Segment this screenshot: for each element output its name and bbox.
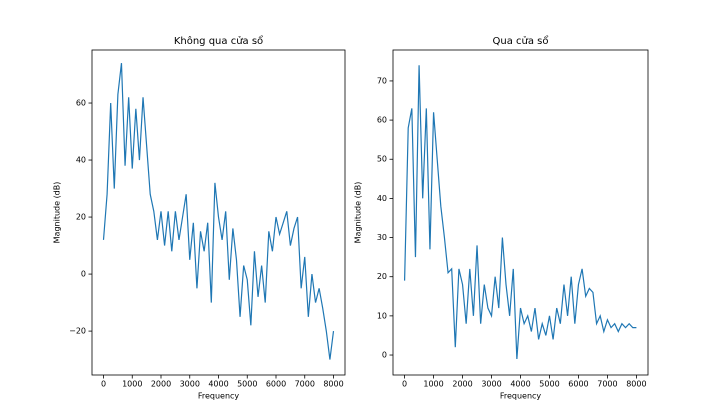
y-tick-label: 20 [76, 213, 86, 222]
y-axis-label: Magnitude (dB) [53, 182, 62, 244]
x-tick-label: 8000 [626, 380, 646, 389]
y-tick-label: 60 [377, 116, 387, 125]
y-tick-label: −20 [69, 327, 86, 336]
x-tick-label: 6000 [266, 380, 286, 389]
x-tick-label: 6000 [568, 380, 588, 389]
x-tick-label: 4000 [510, 380, 530, 389]
y-axis-label: Magnitude (dB) [354, 182, 363, 244]
chart-title: Qua cửa sổ [493, 34, 549, 47]
y-tick-label: 10 [377, 311, 387, 320]
x-tick-label: 2000 [151, 380, 171, 389]
x-tick-label: 4000 [208, 380, 228, 389]
x-tick-label: 8000 [323, 380, 343, 389]
y-tick-label: 70 [377, 76, 387, 85]
y-tick-label: 50 [377, 155, 387, 164]
x-axis-label: Frequency [500, 392, 542, 401]
data-line [403, 65, 637, 359]
y-tick-label: 40 [76, 156, 86, 165]
y-tick-label: 0 [382, 351, 387, 360]
x-tick-label: 0 [101, 380, 106, 389]
chart-title: Không qua cửa sổ [174, 34, 263, 47]
data-line [102, 63, 335, 360]
x-tick-label: 3000 [180, 380, 200, 389]
x-axis-label: Frequency [198, 392, 240, 401]
x-tick-label: 7000 [295, 380, 315, 389]
x-tick-label: 1000 [122, 380, 142, 389]
x-tick-label: 3000 [481, 380, 501, 389]
x-tick-label: 2000 [452, 380, 472, 389]
y-tick-label: 30 [377, 233, 387, 242]
x-tick-label: 5000 [237, 380, 257, 389]
y-tick-label: 40 [377, 194, 387, 203]
x-tick-label: 0 [402, 380, 407, 389]
x-tick-label: 1000 [423, 380, 443, 389]
y-tick-label: 0 [81, 270, 86, 279]
y-tick-label: 20 [377, 272, 387, 281]
x-tick-label: 5000 [539, 380, 559, 389]
x-tick-label: 7000 [597, 380, 617, 389]
y-tick-label: 60 [76, 99, 86, 108]
